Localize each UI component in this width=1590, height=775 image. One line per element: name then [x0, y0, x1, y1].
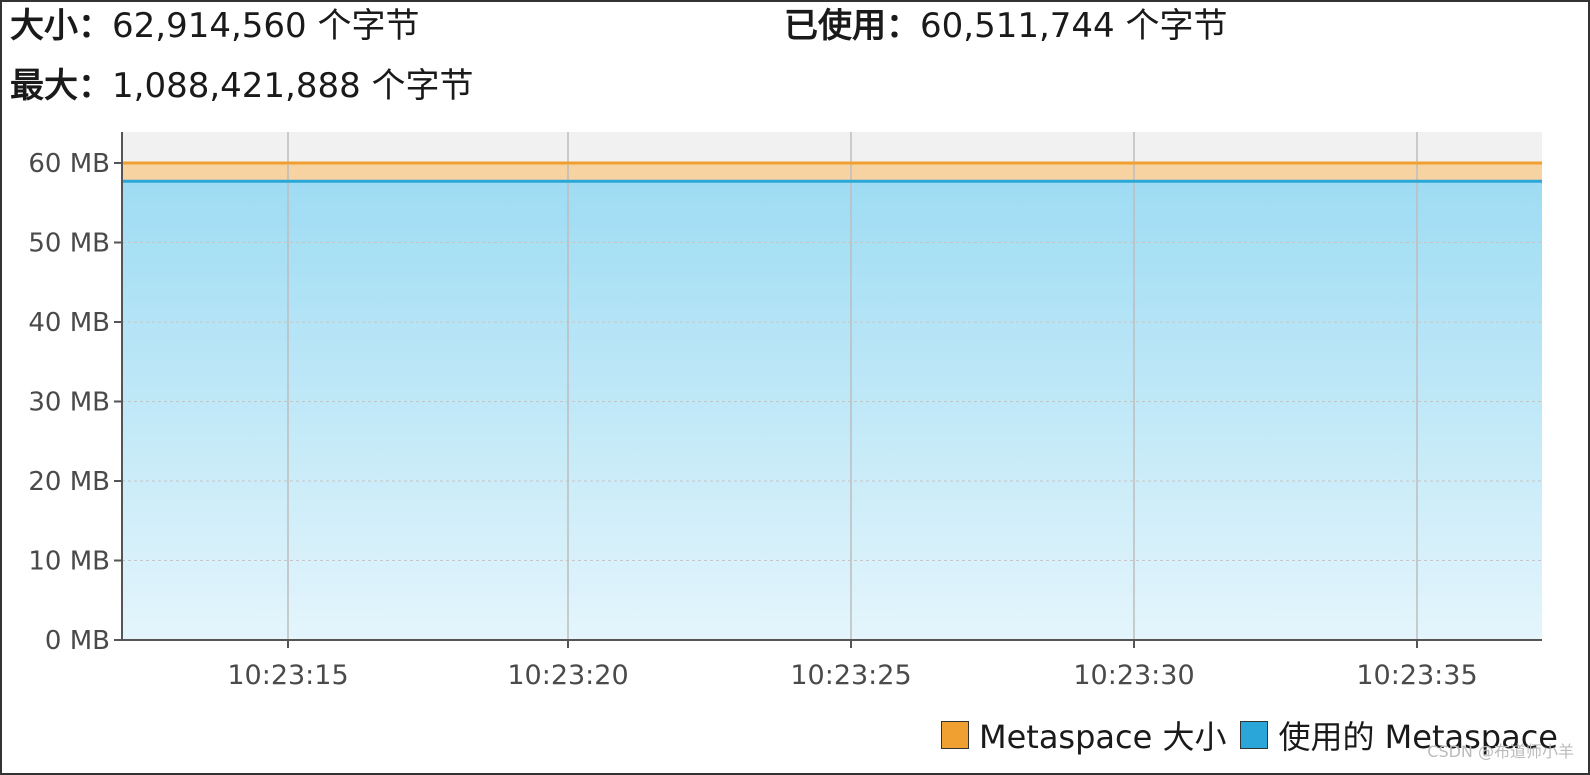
y-tick-label: 10 MB	[28, 547, 110, 577]
y-tick-label: 50 MB	[28, 229, 110, 259]
x-tick-label: 10:23:35	[1356, 660, 1477, 691]
legend-label-used: 使用的 Metaspace	[1278, 718, 1558, 756]
legend-label-size: Metaspace 大小	[978, 718, 1227, 756]
chart-legend: Metaspace 大小 使用的 Metaspace	[927, 712, 1558, 758]
size-value: 62,914,560 个字节	[112, 6, 420, 46]
y-tick-label: 30 MB	[28, 388, 110, 418]
y-tick-label: 20 MB	[28, 467, 110, 497]
legend-item-used: 使用的 Metaspace	[1240, 712, 1558, 758]
x-tick-label: 10:23:15	[227, 660, 348, 691]
y-tick-label: 60 MB	[28, 149, 110, 179]
used-stat: 已使用：60,511,744 个字节	[784, 6, 1227, 46]
x-tick-label: 10:23:20	[507, 660, 628, 691]
metaspace-chart: 0 MB 10 MB 20 MB 30 MB 40 MB 50 MB 60 MB 10:23:…	[28, 132, 1542, 691]
x-tick-label: 10:23:25	[790, 660, 911, 691]
max-label: 最大：	[10, 66, 112, 106]
watermark: CSDN @布道师小羊	[1427, 742, 1574, 761]
series-area-used	[122, 181, 1542, 640]
legend-item-size: Metaspace 大小	[940, 712, 1227, 758]
max-stat: 最大：1,088,421,888 个字节	[10, 66, 474, 106]
y-tick-label: 40 MB	[28, 308, 110, 338]
used-value: 60,511,744 个字节	[920, 6, 1228, 46]
legend-swatch-size	[940, 721, 969, 749]
max-value: 1,088,421,888 个字节	[112, 66, 474, 106]
used-label: 已使用：	[784, 6, 920, 46]
size-stat: 大小：62,914,560 个字节	[10, 6, 419, 46]
legend-swatch-used	[1240, 721, 1269, 749]
x-tick-label: 10:23:30	[1073, 660, 1194, 691]
y-tick-label: 0 MB	[45, 626, 110, 656]
size-label: 大小：	[10, 6, 112, 46]
